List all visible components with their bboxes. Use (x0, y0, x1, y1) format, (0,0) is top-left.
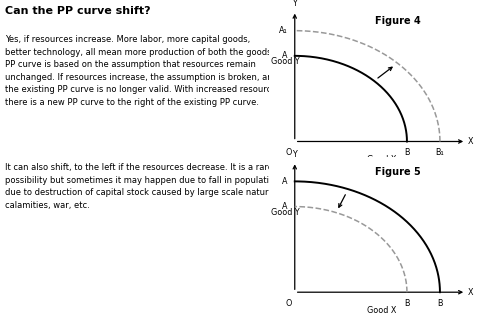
Text: Good Y: Good Y (271, 57, 299, 66)
Text: Figure 5: Figure 5 (375, 167, 421, 177)
Text: Good X: Good X (367, 155, 396, 164)
Text: A: A (282, 177, 287, 186)
Text: O: O (286, 299, 292, 308)
Text: B: B (404, 299, 410, 308)
Text: X: X (468, 137, 473, 146)
Text: A: A (282, 202, 287, 211)
Text: X: X (468, 288, 473, 297)
Text: Y: Y (292, 0, 297, 8)
Text: A: A (282, 51, 287, 60)
Text: Figure 4: Figure 4 (375, 16, 421, 26)
Text: It can also shift, to the left if the resources decrease. It is a rare
possibili: It can also shift, to the left if the re… (5, 163, 282, 210)
Text: B₁: B₁ (436, 148, 444, 157)
Text: Good Y: Good Y (271, 208, 299, 217)
Text: Can the PP curve shift?: Can the PP curve shift? (5, 6, 151, 16)
Text: B: B (437, 299, 443, 308)
Text: O: O (286, 148, 292, 157)
Text: Good X: Good X (367, 306, 396, 314)
Text: B: B (404, 148, 410, 157)
Text: Y: Y (292, 150, 297, 159)
Text: A₁: A₁ (279, 26, 287, 35)
Text: Yes, if resources increase. More labor, more capital goods,
better technology, a: Yes, if resources increase. More labor, … (5, 35, 282, 107)
